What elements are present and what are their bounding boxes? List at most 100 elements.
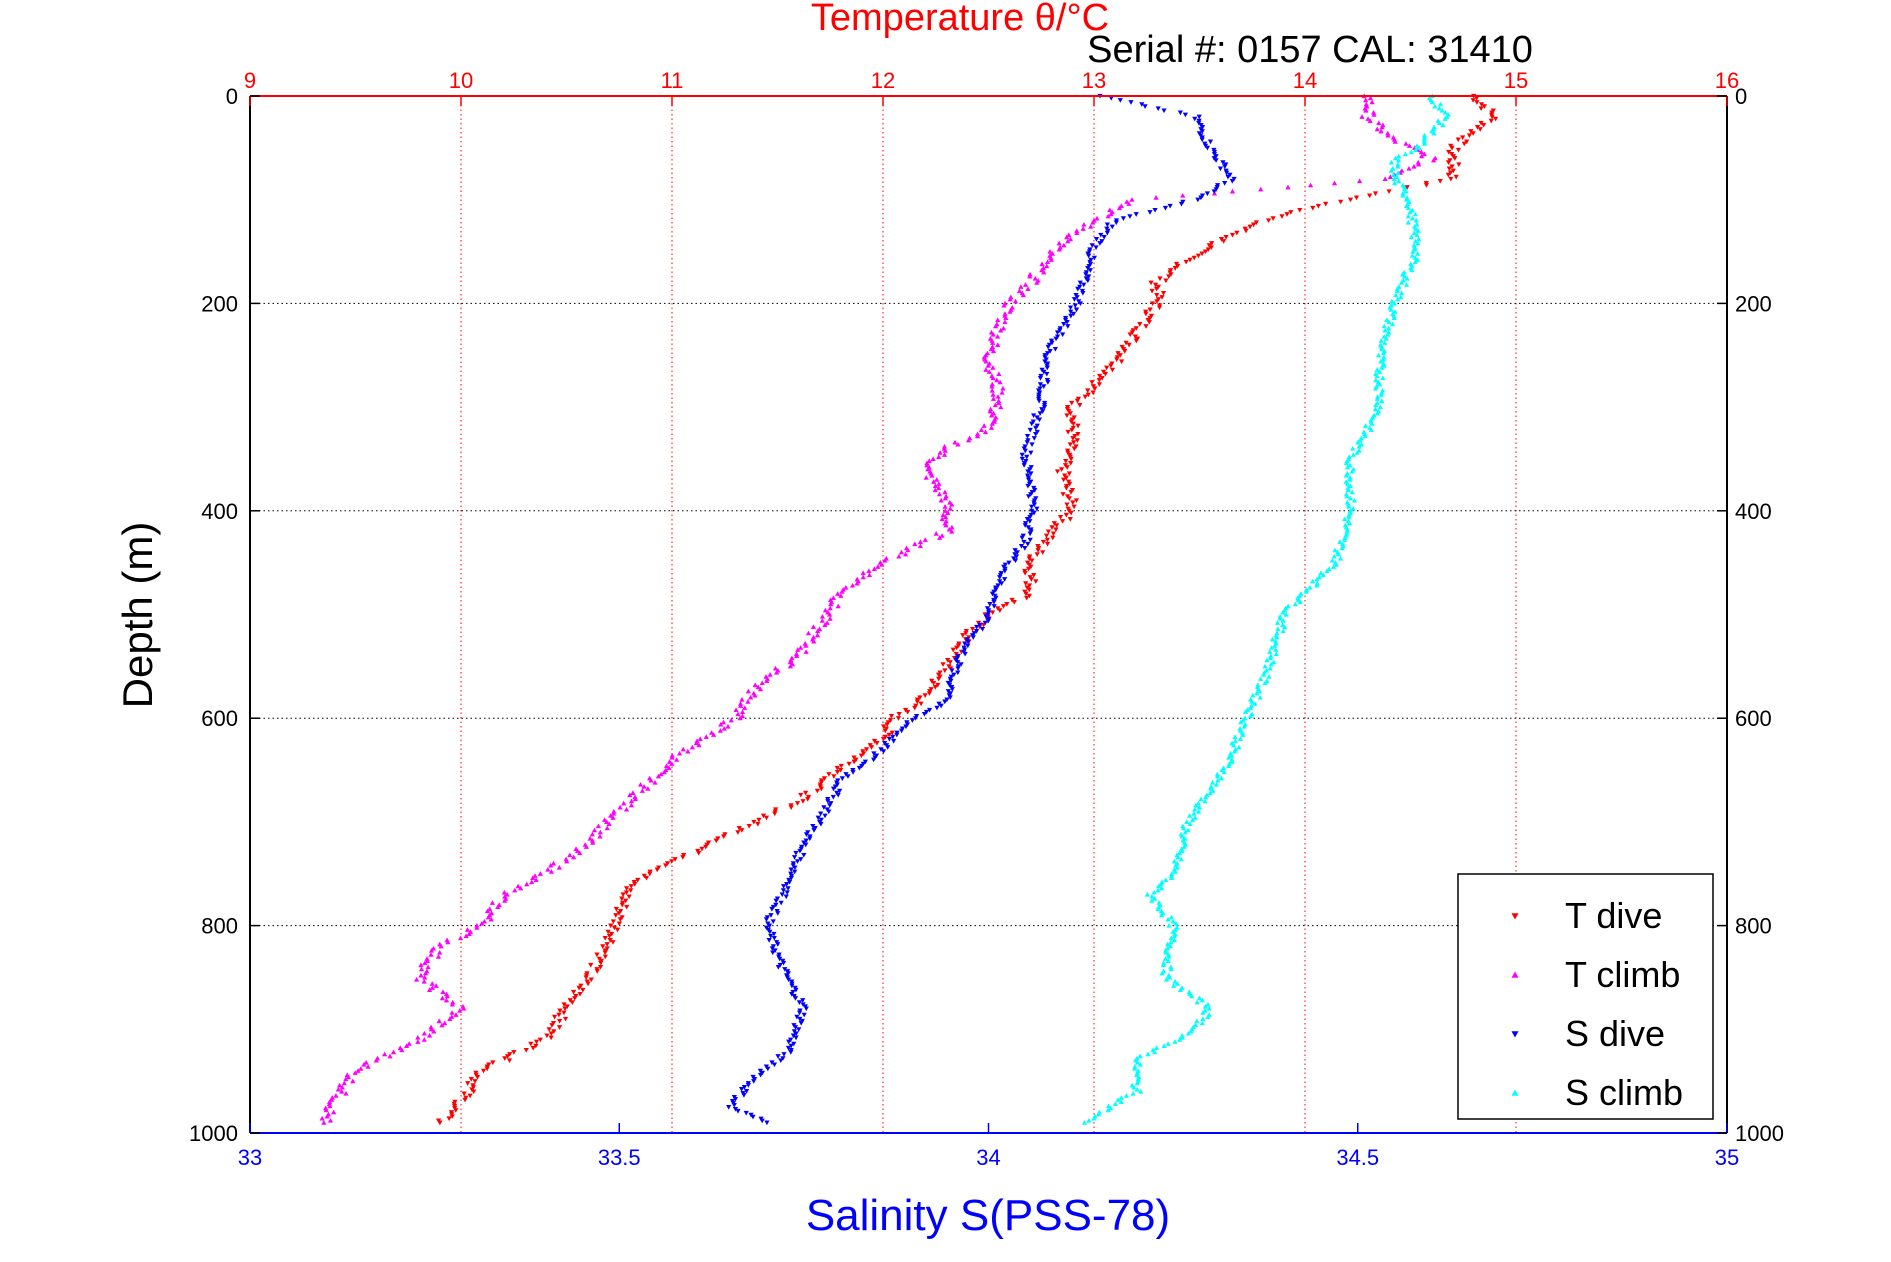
- data-point: [580, 987, 586, 993]
- data-point: [1022, 523, 1028, 528]
- data-point: [1101, 234, 1107, 240]
- data-point: [778, 1058, 784, 1064]
- data-point: [1102, 371, 1109, 377]
- data-point: [989, 412, 995, 418]
- data-point: [1414, 221, 1420, 227]
- data-point: [835, 792, 841, 798]
- data-point: [1297, 207, 1303, 213]
- data-point: [837, 788, 843, 794]
- data-point: [628, 798, 635, 804]
- data-point: [608, 923, 614, 929]
- data-point: [1363, 97, 1369, 103]
- data-point: [1213, 781, 1220, 787]
- data-point: [1392, 155, 1399, 161]
- data-point: [1374, 373, 1380, 379]
- data-point: [421, 1030, 427, 1036]
- data-point: [1381, 350, 1387, 356]
- data-point: [1374, 126, 1380, 132]
- data-point: [1199, 1020, 1205, 1026]
- data-point: [766, 923, 773, 929]
- data-point: [745, 688, 751, 694]
- data-point: [1054, 523, 1060, 528]
- data-point: [990, 331, 996, 337]
- data-point: [465, 1081, 471, 1086]
- data-point: [1318, 570, 1324, 576]
- data-point: [1387, 174, 1393, 179]
- data-point: [1153, 195, 1159, 200]
- data-point: [1181, 825, 1187, 831]
- data-point: [902, 551, 909, 557]
- data-point: [974, 433, 981, 439]
- data-point: [781, 884, 787, 889]
- data-point: [1422, 134, 1428, 140]
- data-point: [1399, 290, 1405, 296]
- data-point: [1050, 535, 1056, 541]
- data-point: [689, 744, 695, 750]
- data-point: [815, 815, 821, 821]
- data-point: [628, 888, 634, 893]
- data-point: [717, 728, 724, 733]
- data-point: [611, 808, 617, 814]
- data-point: [1416, 236, 1422, 242]
- data-point: [1340, 541, 1346, 547]
- data-point: [647, 871, 653, 877]
- data-point: [468, 1076, 474, 1082]
- data-point: [1161, 960, 1167, 966]
- data-point: [630, 790, 636, 795]
- data-point: [1373, 377, 1379, 383]
- data-point: [850, 770, 856, 775]
- data-point: [1442, 109, 1448, 115]
- data-point: [1153, 286, 1160, 292]
- data-point: [604, 819, 610, 824]
- data-point: [805, 797, 811, 802]
- data-point: [1033, 579, 1039, 584]
- data-point: [803, 643, 809, 648]
- data-point: [1204, 145, 1211, 151]
- data-point: [1429, 128, 1435, 134]
- data-point: [1253, 220, 1259, 226]
- data-point: [1403, 141, 1409, 146]
- data-point: [1221, 239, 1227, 244]
- data-point: [1053, 527, 1059, 533]
- data-point: [404, 1043, 410, 1048]
- data-point: [779, 892, 785, 898]
- temperature-tick-label: 15: [1504, 68, 1528, 93]
- data-point: [765, 1066, 771, 1072]
- data-point: [1357, 178, 1363, 184]
- data-point: [926, 707, 933, 713]
- data-point: [1307, 584, 1313, 590]
- data-point: [1168, 939, 1174, 945]
- data-point: [1070, 421, 1077, 427]
- data-point: [822, 607, 829, 613]
- data-point: [1255, 682, 1261, 688]
- data-point: [1229, 759, 1235, 764]
- data-point: [1097, 373, 1103, 379]
- data-point: [1478, 106, 1484, 112]
- data-point: [1057, 514, 1064, 520]
- data-point: [1166, 923, 1172, 928]
- data-point: [436, 1018, 442, 1024]
- data-point: [718, 721, 724, 727]
- data-point: [929, 472, 935, 478]
- data-point: [453, 1012, 459, 1017]
- data-point: [1155, 106, 1161, 112]
- data-point: [1074, 398, 1081, 404]
- data-point: [561, 1010, 567, 1016]
- data-point: [1445, 172, 1451, 178]
- data-point: [1199, 129, 1205, 134]
- data-point: [605, 929, 611, 935]
- data-point: [1349, 489, 1355, 495]
- data-point: [1175, 854, 1181, 860]
- data-point: [415, 1039, 421, 1044]
- data-point: [711, 732, 717, 737]
- data-point: [922, 537, 928, 542]
- data-point: [1031, 502, 1037, 508]
- data-point: [954, 645, 960, 651]
- data-point: [1247, 705, 1254, 710]
- data-point: [331, 1109, 337, 1115]
- depth-tick-label-right: 0: [1735, 84, 1747, 109]
- data-point: [1213, 158, 1219, 163]
- data-point: [1120, 216, 1127, 221]
- data-point: [1415, 251, 1421, 256]
- data-point: [777, 956, 783, 962]
